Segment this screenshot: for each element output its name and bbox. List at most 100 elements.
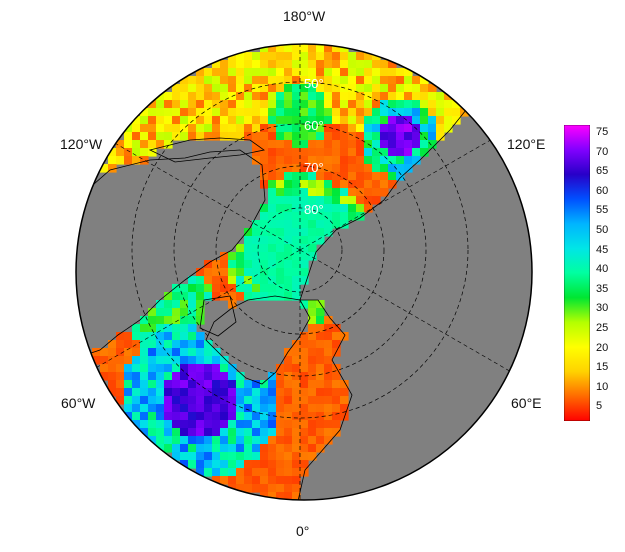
ocean-cell xyxy=(212,268,221,277)
ocean-cell xyxy=(196,284,205,293)
ocean-cell xyxy=(308,100,317,109)
ocean-cell xyxy=(204,284,213,293)
ocean-cell xyxy=(428,132,437,141)
ocean-cell xyxy=(356,76,365,85)
ocean-cell xyxy=(388,124,397,133)
ocean-cell xyxy=(252,228,261,237)
ocean-cell xyxy=(228,364,237,373)
ocean-cell xyxy=(308,52,317,61)
ocean-cell xyxy=(284,484,293,493)
ocean-cell xyxy=(132,372,141,381)
ocean-cell xyxy=(308,188,317,197)
ocean-cell xyxy=(388,164,397,173)
ocean-cell xyxy=(308,396,317,405)
ocean-cell xyxy=(236,484,245,493)
ocean-cell xyxy=(284,204,293,213)
ocean-cell xyxy=(284,388,293,397)
ocean-cell xyxy=(284,148,293,157)
ocean-cell xyxy=(252,420,261,429)
ocean-cell xyxy=(292,140,301,149)
ocean-cell xyxy=(396,116,405,125)
ocean-cell xyxy=(196,364,205,373)
ocean-cell xyxy=(308,324,317,333)
ocean-cell xyxy=(212,428,221,437)
ocean-cell xyxy=(124,340,133,349)
ocean-cell xyxy=(316,140,325,149)
ocean-cell xyxy=(100,348,109,357)
ocean-cell xyxy=(252,132,261,141)
ocean-cell xyxy=(332,76,341,85)
ocean-cell xyxy=(268,44,277,53)
ocean-cell xyxy=(212,356,221,365)
ocean-cell xyxy=(220,76,229,85)
ocean-cell xyxy=(340,76,349,85)
ocean-cell xyxy=(316,116,325,125)
ocean-cell xyxy=(372,108,381,117)
ocean-cell xyxy=(124,364,133,373)
ocean-cell xyxy=(220,124,229,133)
ocean-cell xyxy=(284,92,293,101)
ocean-cell xyxy=(212,60,221,69)
ocean-cell xyxy=(412,92,421,101)
ocean-cell xyxy=(356,148,365,157)
ocean-cell xyxy=(204,364,213,373)
ocean-cell xyxy=(332,180,341,189)
ocean-cell xyxy=(124,156,133,165)
ocean-cell xyxy=(252,124,261,133)
ocean-cell xyxy=(204,92,213,101)
ocean-cell xyxy=(140,388,149,397)
ocean-cell xyxy=(340,380,349,389)
ocean-cell xyxy=(348,196,357,205)
ocean-cell xyxy=(276,100,285,109)
ocean-cell xyxy=(284,412,293,421)
ocean-cell xyxy=(228,268,237,277)
ocean-cell xyxy=(300,44,309,53)
ocean-cell xyxy=(124,348,133,357)
ocean-cell xyxy=(308,172,317,181)
ocean-cell xyxy=(396,156,405,165)
ocean-cell xyxy=(172,324,181,333)
ocean-cell xyxy=(212,372,221,381)
ocean-cell xyxy=(356,84,365,93)
ocean-cell xyxy=(284,396,293,405)
ocean-cell xyxy=(380,84,389,93)
ocean-cell xyxy=(276,52,285,61)
ocean-cell xyxy=(332,92,341,101)
ocean-cell xyxy=(276,396,285,405)
ocean-cell xyxy=(236,468,245,477)
ocean-cell xyxy=(228,428,237,437)
ocean-cell xyxy=(284,84,293,93)
ocean-cell xyxy=(164,396,173,405)
ocean-cell xyxy=(284,60,293,69)
ocean-cell xyxy=(284,444,293,453)
ocean-cell xyxy=(332,340,341,349)
ocean-cell xyxy=(380,140,389,149)
ocean-cell xyxy=(188,348,197,357)
ocean-cell xyxy=(292,452,301,461)
ocean-cell xyxy=(396,124,405,133)
ocean-cell xyxy=(132,132,141,141)
ocean-cell xyxy=(276,284,285,293)
ocean-cell xyxy=(172,124,181,133)
ocean-cell xyxy=(324,164,333,173)
ocean-cell xyxy=(212,276,221,285)
ocean-cell xyxy=(188,316,197,325)
ocean-cell xyxy=(172,108,181,117)
ocean-cell xyxy=(196,292,205,301)
ocean-cell xyxy=(284,180,293,189)
ocean-cell xyxy=(340,172,349,181)
ocean-cell xyxy=(308,220,317,229)
ocean-cell xyxy=(132,388,141,397)
ocean-cell xyxy=(204,444,213,453)
ocean-cell xyxy=(292,252,301,261)
ocean-cell xyxy=(276,292,285,301)
ocean-cell xyxy=(356,108,365,117)
ocean-cell xyxy=(324,380,333,389)
ocean-cell xyxy=(204,124,213,133)
ocean-cell xyxy=(356,172,365,181)
ocean-cell xyxy=(300,244,309,253)
ocean-cell xyxy=(340,148,349,157)
ocean-cell xyxy=(260,84,269,93)
ocean-cell xyxy=(132,156,141,165)
ocean-cell xyxy=(180,364,189,373)
